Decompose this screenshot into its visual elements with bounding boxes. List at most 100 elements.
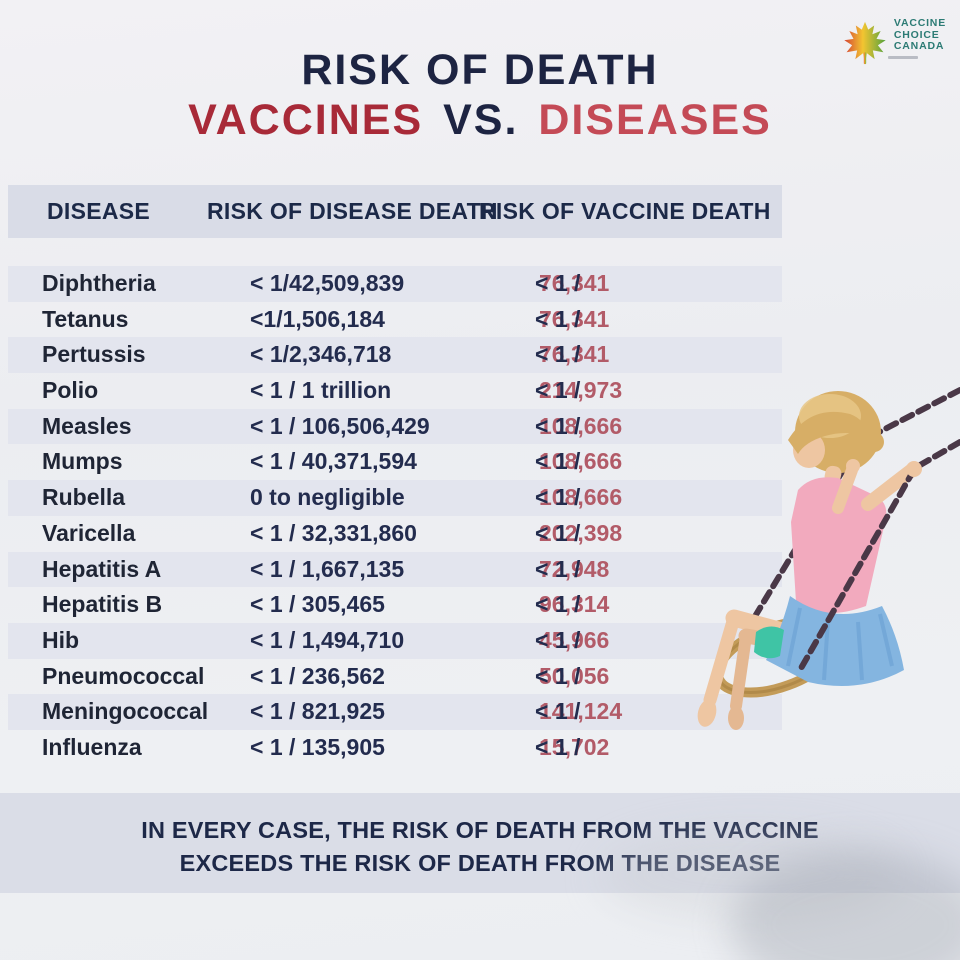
vaccine-risk-prefix: < 1 / xyxy=(535,626,581,653)
table-row: Measles < 1 / 106,506,429 < 1 /108,666 xyxy=(8,408,782,445)
header-vaccine-risk: RISK OF VACCINE DEATH xyxy=(479,198,771,224)
title-vaccines: VACCINES xyxy=(188,96,424,144)
girl-right-arm xyxy=(861,463,919,511)
vaccine-risk-value: 214,973 xyxy=(539,377,623,404)
vaccine-risk-value: 202,398 xyxy=(539,519,623,546)
vaccine-risk-prefix: < 1 / xyxy=(535,341,581,368)
seat-cushion xyxy=(754,626,784,659)
vaccine-death-risk: < 1 /76,341 xyxy=(535,302,609,338)
girl-skirt-pleats xyxy=(786,607,894,681)
disease-death-risk: < 1 / 135,905 xyxy=(250,733,385,760)
vaccine-risk-prefix: < 1 / xyxy=(535,733,581,760)
disease-death-risk: 0 to negligible xyxy=(250,484,405,511)
vaccine-death-risk: < 1 /108,666 xyxy=(535,444,622,480)
vaccine-death-risk: < 1 /108,666 xyxy=(535,480,622,516)
disease-death-risk: < 1 / 1,494,710 xyxy=(250,626,405,653)
girl-foot-back xyxy=(728,706,744,730)
disease-name: Polio xyxy=(42,377,99,404)
vaccine-risk-prefix: < 1 / xyxy=(535,305,581,332)
disease-name: Pneumococcal xyxy=(42,662,205,689)
disease-name: Hib xyxy=(42,626,80,653)
vaccine-risk-value: 96,314 xyxy=(539,591,610,618)
table-row: Hepatitis B < 1 / 305,465 < 1 /96,314 xyxy=(8,587,782,623)
vaccine-risk-value: 15,702 xyxy=(539,733,610,760)
vaccine-death-risk: < 1 /45,966 xyxy=(535,623,609,659)
disease-death-risk: < 1 / 236,562 xyxy=(250,662,385,689)
disease-death-risk: < 1 / 821,925 xyxy=(250,698,385,725)
disease-death-risk: < 1/42,509,839 xyxy=(250,270,405,296)
vaccine-risk-value: 76,341 xyxy=(539,305,610,332)
table-body: Diphtheria < 1/42,509,839 < 1 /76,341 Te… xyxy=(8,266,782,766)
table-row: Diphtheria < 1/42,509,839 < 1 /76,341 xyxy=(8,266,782,302)
vaccine-risk-value: 108,666 xyxy=(539,484,623,511)
vaccine-risk-prefix: < 1 / xyxy=(535,519,581,546)
vaccine-risk-prefix: < 1 / xyxy=(535,448,581,475)
girl-calf-back xyxy=(730,630,752,712)
disease-name: Hepatitis A xyxy=(42,555,162,582)
disease-death-risk: < 1 / 32,331,860 xyxy=(250,519,417,546)
vaccine-death-risk: < 1 /76,341 xyxy=(535,266,609,302)
disease-death-risk: <1/1,506,184 xyxy=(250,305,385,332)
vaccine-risk-value: 50,056 xyxy=(539,662,610,689)
vaccine-risk-prefix: < 1 / xyxy=(535,698,581,725)
girl-shirt xyxy=(791,477,887,614)
vaccine-death-risk: < 1 /15,702 xyxy=(535,730,609,766)
disease-death-risk: < 1 / 1 trillion xyxy=(250,377,392,404)
girl-hair-bun xyxy=(864,432,884,452)
logo-line1: VACCINE xyxy=(893,17,946,29)
girl-right-hand xyxy=(906,461,922,477)
table-row: Hepatitis A < 1 / 1,667,135 < 1 /72,948 xyxy=(8,551,782,588)
vaccine-risk-value: 76,341 xyxy=(539,270,610,296)
disease-name: Rubella xyxy=(42,484,126,511)
vaccine-risk-prefix: < 1 / xyxy=(535,412,581,439)
table-row: Hib < 1 / 1,494,710 < 1 /45,966 xyxy=(8,622,782,659)
risk-table: DISEASE RISK OF DISEASE DEATH RISK OF VA… xyxy=(8,185,782,766)
disease-name: Mumps xyxy=(42,448,123,475)
footer-line2: EXCEEDS THE RISK OF DEATH FROM THE DISEA… xyxy=(179,850,781,876)
vaccine-risk-value: 141,124 xyxy=(539,698,623,725)
table-row: Varicella < 1 / 32,331,860 < 1 /202,398 xyxy=(8,516,782,552)
vaccine-choice-canada-logo: VACCINE CHOICE CANADA xyxy=(842,17,946,66)
girl-left-arm xyxy=(832,464,858,514)
disease-name: Pertussis xyxy=(42,341,146,368)
logo-line2: CHOICE xyxy=(893,28,940,41)
disease-death-risk: < 1 / 1,667,135 xyxy=(250,555,405,582)
vaccine-risk-value: 45,966 xyxy=(539,626,610,653)
vaccine-death-risk: < 1 /76,341 xyxy=(535,337,609,373)
vaccine-risk-value: 76,341 xyxy=(539,341,610,368)
table-row: Mumps < 1 / 40,371,594 < 1 /108,666 xyxy=(8,444,782,480)
vaccine-risk-value: 108,666 xyxy=(539,412,623,439)
vaccine-risk-value: 108,666 xyxy=(539,448,623,475)
table-row: Tetanus <1/1,506,184 < 1 /76,341 xyxy=(8,302,782,338)
page-title-line1: RISK OF DEATH xyxy=(301,46,659,94)
table-row: Pneumococcal < 1 / 236,562 < 1 /50,056 xyxy=(8,659,782,695)
girl-calf xyxy=(703,611,741,707)
vaccine-death-risk: < 1 /72,948 xyxy=(535,552,609,588)
footer-line1: IN EVERY CASE, THE RISK OF DEATH FROM TH… xyxy=(141,817,819,843)
vaccine-risk-prefix: < 1 / xyxy=(535,377,581,404)
table-row: Polio < 1 / 1 trillion < 1 /214,973 xyxy=(8,373,782,409)
header-disease-risk: RISK OF DISEASE DEATH xyxy=(207,198,498,224)
footer-claim-band: IN EVERY CASE, THE RISK OF DEATH FROM TH… xyxy=(0,793,960,893)
logo-text: VACCINE CHOICE CANADA xyxy=(893,17,946,53)
disease-name: Tetanus xyxy=(42,305,129,332)
girl-on-swing-photo xyxy=(697,387,960,730)
disease-name: Varicella xyxy=(42,519,136,546)
vaccine-risk-prefix: < 1 / xyxy=(535,555,581,582)
disease-death-risk: < 1 / 106,506,429 xyxy=(250,412,430,439)
logo-tagline xyxy=(887,55,918,59)
maple-leaf-icon xyxy=(844,21,886,65)
vaccine-risk-prefix: < 1 / xyxy=(535,270,581,296)
vaccine-risk-prefix: < 1 / xyxy=(535,591,581,618)
vaccine-death-risk: < 1 /141,124 xyxy=(535,694,622,730)
disease-name: Diphtheria xyxy=(42,270,156,296)
table-row: Influenza < 1 / 135,905 < 1 /15,702 xyxy=(8,730,782,766)
girl-foot xyxy=(697,699,717,727)
disease-name: Hepatitis B xyxy=(42,591,163,618)
disease-name: Measles xyxy=(42,412,132,439)
disease-death-risk: < 1 / 40,371,594 xyxy=(250,448,417,475)
title-vs: VS. xyxy=(443,96,519,144)
table-row: Meningococcal < 1 / 821,925 < 1 /141,124 xyxy=(8,694,782,730)
vaccine-risk-prefix: < 1 / xyxy=(535,662,581,689)
